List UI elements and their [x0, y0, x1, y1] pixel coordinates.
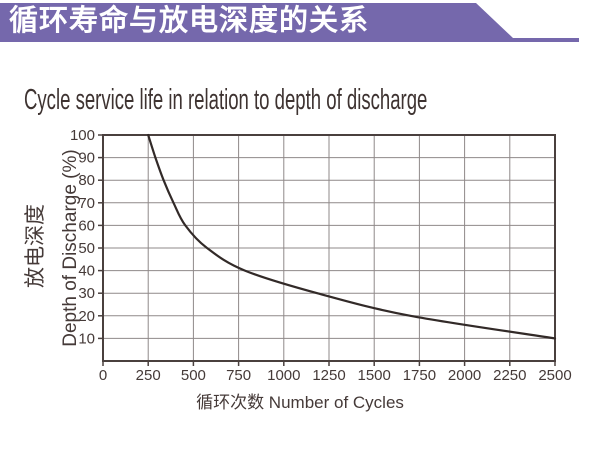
- plot-frame: [102, 134, 556, 362]
- header-banner: 循环寿命与放电深度的关系: [0, 3, 579, 42]
- chart-title: Cycle service life in relation to depth …: [24, 84, 428, 116]
- x-axis-title: 循环次数 Number of Cycles: [196, 393, 404, 412]
- svg-text:30: 30: [78, 285, 95, 302]
- svg-text:100: 100: [70, 127, 95, 144]
- svg-text:80: 80: [78, 172, 95, 189]
- svg-text:20: 20: [78, 308, 95, 325]
- svg-text:70: 70: [78, 195, 95, 212]
- svg-text:1000: 1000: [267, 367, 300, 384]
- svg-text:2000: 2000: [448, 367, 481, 384]
- cycle-life-curve: [147, 133, 557, 340]
- svg-text:750: 750: [226, 367, 251, 384]
- y-axis-title-cn: 放电深度: [24, 204, 47, 288]
- svg-text:50: 50: [78, 240, 95, 257]
- svg-text:1250: 1250: [312, 367, 345, 384]
- svg-text:2250: 2250: [493, 367, 526, 384]
- svg-text:500: 500: [181, 367, 206, 384]
- banner-title: 循环寿命与放电深度的关系: [9, 5, 370, 37]
- axis-ticks: [98, 134, 556, 366]
- y-tick-labels: 10 20 30 40 50 60 70 80 90 100: [70, 127, 95, 347]
- svg-text:0: 0: [99, 367, 107, 384]
- svg-text:60: 60: [78, 217, 95, 234]
- x-tick-labels: 0 250 500 750 1000 1250 1500 1750 2000 2250 2500: [99, 367, 572, 384]
- svg-text:10: 10: [78, 330, 95, 347]
- svg-text:90: 90: [78, 150, 95, 167]
- svg-text:250: 250: [136, 367, 161, 384]
- svg-text:40: 40: [78, 263, 95, 280]
- chart-grid: [103, 135, 555, 361]
- svg-text:2500: 2500: [538, 367, 571, 384]
- svg-text:1500: 1500: [358, 367, 391, 384]
- y-axis-title-en: Depth of Discharge (%): [60, 149, 81, 346]
- svg-text:1750: 1750: [403, 367, 436, 384]
